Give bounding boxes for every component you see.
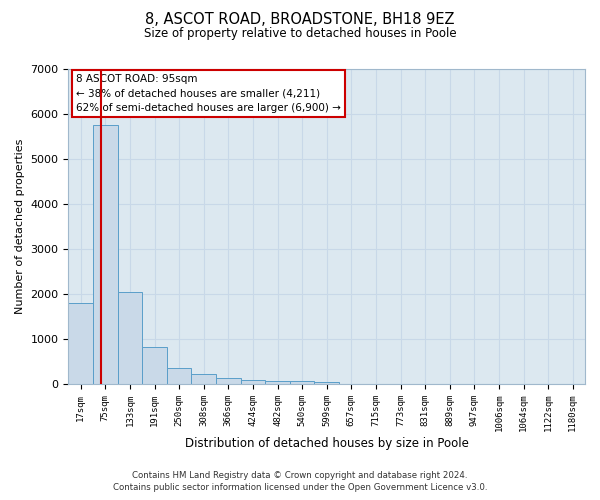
Bar [167, 368, 191, 384]
Text: Size of property relative to detached houses in Poole: Size of property relative to detached ho… [143, 28, 457, 40]
Text: 8 ASCOT ROAD: 95sqm
← 38% of detached houses are smaller (4,211)
62% of semi-det: 8 ASCOT ROAD: 95sqm ← 38% of detached ho… [76, 74, 341, 114]
Text: 8, ASCOT ROAD, BROADSTONE, BH18 9EZ: 8, ASCOT ROAD, BROADSTONE, BH18 9EZ [145, 12, 455, 26]
Y-axis label: Number of detached properties: Number of detached properties [15, 139, 25, 314]
Bar [290, 382, 314, 384]
Bar [265, 380, 290, 384]
Bar [68, 303, 93, 384]
Bar [142, 347, 167, 384]
Bar [241, 380, 265, 384]
Bar [118, 292, 142, 384]
Bar [191, 374, 216, 384]
Bar [93, 126, 118, 384]
Bar [314, 382, 339, 384]
Text: Contains HM Land Registry data © Crown copyright and database right 2024.
Contai: Contains HM Land Registry data © Crown c… [113, 471, 487, 492]
X-axis label: Distribution of detached houses by size in Poole: Distribution of detached houses by size … [185, 437, 469, 450]
Bar [216, 378, 241, 384]
